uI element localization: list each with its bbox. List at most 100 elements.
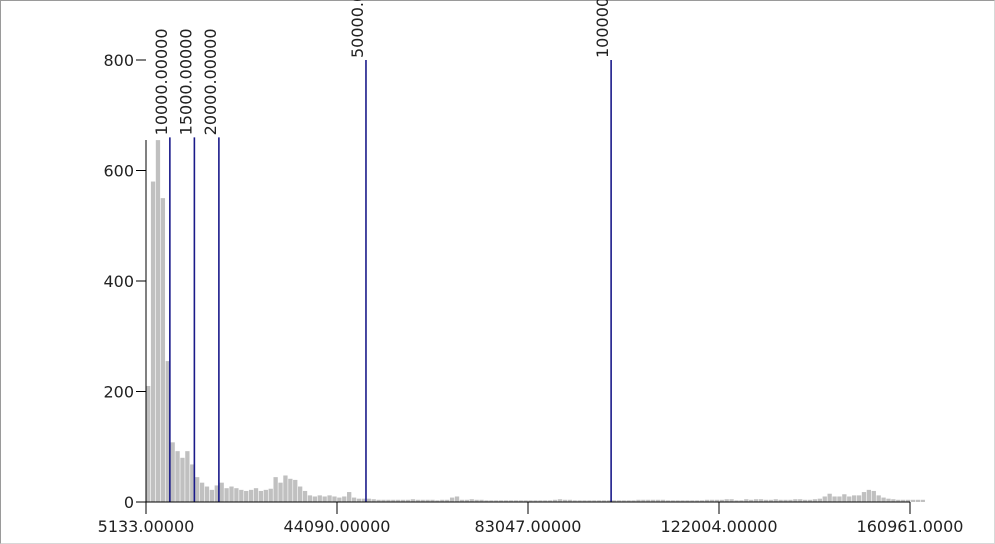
histogram-bar xyxy=(655,499,661,502)
histogram-bar xyxy=(631,500,636,502)
histogram-bar xyxy=(709,499,715,502)
histogram-bar xyxy=(685,500,690,502)
histogram-bar xyxy=(396,499,401,502)
histogram-bar xyxy=(503,500,509,502)
histogram-bar xyxy=(695,500,700,502)
x-tick-label: 44090.00000 xyxy=(284,517,391,536)
histogram-bar xyxy=(190,464,195,502)
histogram-bar xyxy=(376,499,381,502)
histogram-bar xyxy=(214,485,219,502)
histogram-bar xyxy=(660,499,666,502)
histogram-bar xyxy=(675,500,680,502)
histogram-bar xyxy=(258,490,264,502)
histogram-bar xyxy=(861,492,867,502)
marker-label: 20000.00000 xyxy=(201,28,220,135)
histogram-bar xyxy=(827,493,832,502)
histogram-bar xyxy=(484,500,489,502)
histogram-bar xyxy=(704,499,710,502)
histogram-bar xyxy=(342,496,347,502)
histogram-bar xyxy=(479,499,484,502)
histogram-bar xyxy=(552,499,558,502)
histogram-bar xyxy=(165,361,170,502)
histogram-bar xyxy=(219,482,224,502)
histogram-bar xyxy=(557,499,563,502)
histogram-bar xyxy=(253,488,259,502)
histogram-bar xyxy=(548,500,553,502)
histogram-bar xyxy=(528,500,533,502)
histogram-bar xyxy=(597,500,602,502)
histogram-bar xyxy=(425,499,430,502)
histogram-bar xyxy=(700,500,705,502)
histogram-bar xyxy=(901,499,906,502)
histogram-bar xyxy=(224,488,229,502)
histogram-bar xyxy=(499,500,504,502)
histogram-bar xyxy=(312,496,317,502)
marker-label: 10000.00000 xyxy=(152,28,171,135)
histogram-bar xyxy=(812,499,818,502)
histogram-bar xyxy=(690,500,695,502)
histogram-bar xyxy=(739,500,744,502)
histogram-bar xyxy=(749,499,754,502)
histogram-bar xyxy=(817,498,822,502)
axes xyxy=(136,59,911,514)
histogram-bar xyxy=(170,442,175,502)
histogram-bar xyxy=(518,500,523,502)
marker-label: 15000.00000 xyxy=(176,28,195,135)
histogram-bar xyxy=(415,499,420,502)
histogram-bar xyxy=(494,500,499,502)
histogram-bar xyxy=(788,499,793,502)
histogram-bar xyxy=(577,500,582,502)
histogram-bar xyxy=(866,489,872,502)
histogram-bar xyxy=(449,497,455,502)
x-tick-label: 83047.00000 xyxy=(475,517,582,536)
histogram-bar xyxy=(381,499,386,502)
histogram-bar xyxy=(871,490,876,502)
histogram-bar xyxy=(248,489,254,502)
histogram-bar xyxy=(420,499,425,502)
histogram-bar xyxy=(641,499,646,502)
histogram-bar xyxy=(155,140,161,503)
histogram-bar xyxy=(724,499,729,502)
histogram-bar xyxy=(302,490,308,502)
histogram-bar xyxy=(263,489,268,502)
histogram-bar xyxy=(562,499,568,502)
histogram-bar xyxy=(239,489,244,502)
histogram-bar xyxy=(268,488,273,502)
histogram-bar xyxy=(464,499,469,502)
histogram-bar xyxy=(665,500,671,502)
histogram-bar xyxy=(538,500,543,502)
histogram-bar xyxy=(778,499,783,502)
histogram-bar xyxy=(592,500,597,502)
histogram-bar xyxy=(802,499,808,502)
histogram-bar xyxy=(832,496,837,502)
histogram-bar xyxy=(543,500,548,502)
histogram-bar xyxy=(523,500,528,502)
histogram-bar xyxy=(876,495,881,502)
histogram-bar xyxy=(837,496,842,502)
histogram-bars xyxy=(146,140,925,503)
y-tick-label: 400 xyxy=(103,272,134,291)
histogram-bar xyxy=(856,495,862,502)
x-tick-label: 160961.0000 xyxy=(857,517,964,536)
histogram-bar xyxy=(204,486,210,502)
histogram-bar xyxy=(768,499,773,502)
histogram-bar xyxy=(160,198,166,502)
y-tick-label: 0 xyxy=(124,493,134,512)
histogram-bar xyxy=(400,499,406,502)
histogram-bar xyxy=(616,500,621,502)
histogram-bar xyxy=(371,499,376,502)
histogram-bar xyxy=(621,500,626,502)
histogram-bar xyxy=(847,496,852,502)
histogram-bar xyxy=(332,496,337,502)
histogram-bar xyxy=(410,499,416,502)
histogram-bar xyxy=(185,451,190,502)
histogram-bar xyxy=(150,181,156,503)
histogram-bar xyxy=(852,495,857,502)
histogram-bar xyxy=(646,499,651,502)
histogram-bar xyxy=(626,500,631,502)
histogram-bar xyxy=(793,499,798,502)
histogram-bar xyxy=(386,499,391,502)
histogram-bar xyxy=(650,499,656,502)
histogram-bar xyxy=(587,500,592,502)
